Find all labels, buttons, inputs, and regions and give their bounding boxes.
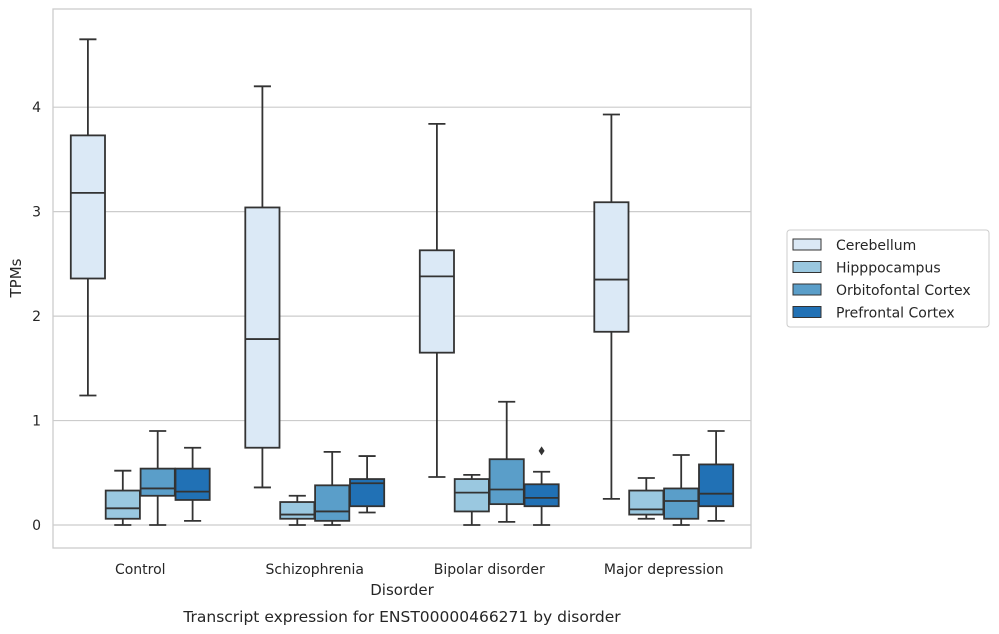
box <box>418 249 455 354</box>
box <box>663 487 700 520</box>
legend-label: Cerebellum <box>836 238 916 254</box>
legend-swatch <box>792 261 822 273</box>
y-tick-label: 2 <box>32 309 41 325</box>
legend-frame <box>786 229 990 328</box>
box <box>139 467 176 497</box>
x-axis-label: Disorder <box>370 581 434 599</box>
y-tick-labels: 0 1 2 3 4 <box>32 100 41 534</box>
legend-swatch <box>792 283 822 296</box>
x-tick-labels: Control Schizophrenia Bipolar disorder Majo… <box>115 562 724 578</box>
x-tick-label: Control <box>115 562 166 578</box>
y-tick-label: 0 <box>32 518 41 534</box>
box <box>628 489 665 516</box>
x-tick-label: Major depression <box>604 562 724 578</box>
box <box>698 463 735 508</box>
y-tick-label: 3 <box>32 205 41 221</box>
y-axis-label: TPMs <box>7 258 25 298</box>
box-group <box>418 123 560 526</box>
box <box>279 501 316 520</box>
y-tick-label: 1 <box>32 414 41 430</box>
box-group <box>593 113 735 526</box>
legend-items: Cerebellum Hipppocampus Orbitofontal Corte… <box>792 238 971 322</box>
plot-area-background <box>53 9 751 548</box>
y-tick-label: 4 <box>32 100 41 116</box>
legend-label: Hipppocampus <box>836 261 941 277</box>
box <box>104 489 141 520</box>
legend: Cerebellum Hipppocampus Orbitofontal Corte… <box>786 229 990 328</box>
x-tick-label: Schizophrenia <box>266 562 364 578</box>
outlier-point <box>538 446 545 456</box>
legend-swatch <box>792 306 822 318</box>
x-tick-label: Bipolar disorder <box>434 562 545 578</box>
box-group <box>244 85 386 526</box>
legend-label: Prefrontal Cortex <box>836 306 955 322</box>
box <box>314 484 351 522</box>
chart-caption: Transcript expression for ENST0000046627… <box>182 608 621 626</box>
legend-label: Orbitofontal Cortex <box>836 283 971 299</box>
box <box>69 134 106 280</box>
box <box>593 201 630 333</box>
box <box>174 467 211 501</box>
box <box>523 483 560 508</box>
box-group <box>69 38 211 526</box>
legend-swatch <box>792 238 822 251</box>
y-grid <box>53 106 751 526</box>
box-layer <box>69 38 735 526</box>
box <box>488 458 525 506</box>
box <box>453 478 490 513</box>
plot-area-frame <box>52 8 752 549</box>
box <box>244 206 281 449</box>
